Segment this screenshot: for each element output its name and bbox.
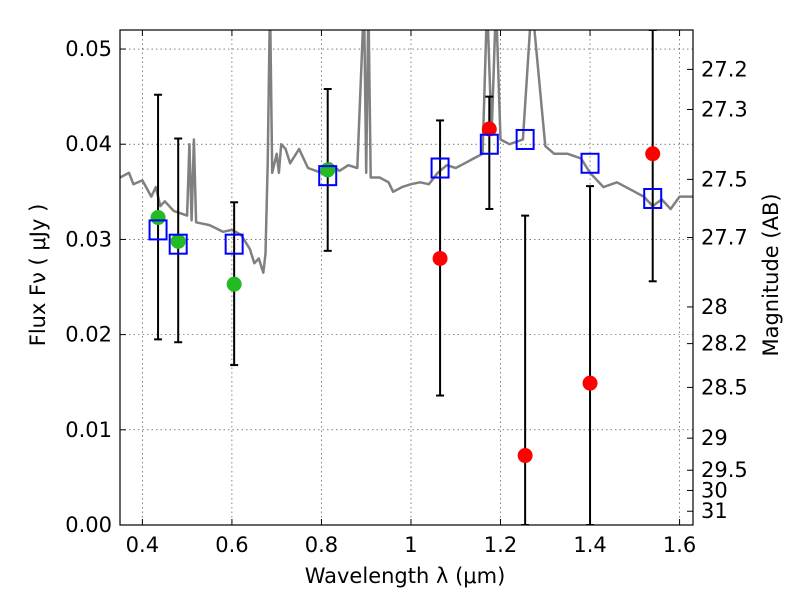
model-square-point	[148, 219, 168, 241]
spectrum-layer	[120, 30, 693, 274]
y-tick-label: 0.02	[65, 323, 112, 347]
x-tick-label: 1	[404, 533, 417, 557]
photometry-point	[320, 162, 336, 178]
plot-frame	[119, 29, 694, 526]
tick-layer: 0.4 0.6 0.8 1 1.2 1.4 1.6 0.00 0.01 0.02 0.03 0.04 0…	[65, 30, 748, 557]
model-square-point	[479, 133, 499, 155]
mag-tick-label: 27.2	[701, 57, 748, 81]
model-square-point	[515, 128, 535, 150]
model-square-point	[430, 157, 450, 179]
mag-tick-label: 30	[701, 478, 728, 502]
model-square-point	[224, 233, 244, 255]
x-axis-title: Wavelength λ (μm)	[305, 564, 506, 588]
errorbar-layer	[154, 30, 657, 525]
marker-layer	[148, 121, 663, 464]
photometry-point	[226, 276, 242, 292]
y-axis-title: Flux Fν ( μJy )	[26, 204, 50, 347]
photometry-point	[645, 146, 661, 162]
mag-tick-label: 27.5	[701, 167, 748, 191]
mag-tick-label: 28	[701, 295, 728, 319]
model-square-point	[318, 165, 338, 187]
x-tick-label: 0.8	[305, 533, 338, 557]
grid-layer	[120, 30, 693, 526]
model-square-point	[643, 187, 663, 209]
photometry-point	[582, 375, 598, 391]
mag-tick-label: 29.5	[701, 458, 748, 482]
mag-tick-label: 31	[701, 499, 728, 523]
photometry-point	[481, 121, 497, 137]
photometry-point	[150, 210, 166, 226]
x-tick-label: 0.4	[126, 533, 159, 557]
y-tick-label: 0.05	[65, 37, 112, 61]
x-tick-label: 1.6	[663, 533, 696, 557]
y-tick-label: 0.03	[65, 227, 112, 251]
x-tick-label: 1.2	[484, 533, 517, 557]
mag-tick-label: 28.2	[701, 332, 748, 356]
mag-tick-label: 27.7	[701, 226, 748, 250]
mag-tick-label: 28.5	[701, 375, 748, 399]
model-square-point	[168, 233, 188, 255]
photometry-point	[432, 250, 448, 266]
y-tick-label: 0.01	[65, 418, 112, 442]
mag-tick-label: 27.3	[701, 97, 748, 121]
mag-tick-label: 29	[701, 426, 728, 450]
x-tick-label: 1.4	[573, 533, 606, 557]
y-axis-title-right: Magnitude (AB)	[759, 193, 783, 356]
photometry-point	[170, 233, 186, 249]
model-square-point	[580, 152, 600, 174]
y-tick-label: 0.04	[65, 132, 112, 156]
y-tick-label: 0.00	[65, 513, 112, 537]
spectrum-line	[120, 30, 693, 274]
photometry-point	[517, 448, 533, 464]
x-tick-label: 0.6	[215, 533, 248, 557]
